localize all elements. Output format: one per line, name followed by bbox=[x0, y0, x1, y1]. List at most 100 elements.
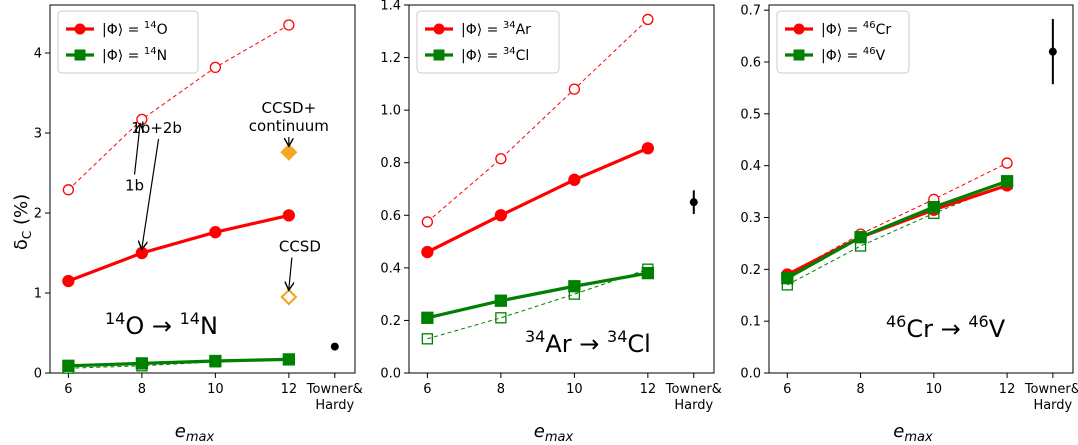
y-tick-label: 1 bbox=[34, 287, 42, 302]
legend-marker bbox=[433, 23, 445, 35]
x-tick-label: 8 bbox=[497, 382, 505, 397]
y-tick-label: 0.2 bbox=[740, 263, 761, 278]
x-axis-label-subscript: max bbox=[186, 430, 215, 445]
legend-label: |Φ⟩ = 34Ar bbox=[461, 20, 531, 38]
legend-element: Cl bbox=[516, 48, 530, 64]
series-line-3 bbox=[68, 357, 289, 368]
plot-frame bbox=[408, 4, 715, 374]
legend-element: N bbox=[157, 48, 167, 64]
reference-tick-label: Hardy bbox=[674, 398, 713, 413]
plot-frame bbox=[49, 4, 356, 374]
y-axis-label-unit: (%) bbox=[11, 194, 32, 231]
y-tick-label: 0.6 bbox=[380, 209, 401, 224]
reference-tick-label: Hardy bbox=[315, 398, 354, 413]
y-axis-label: δC (%) bbox=[11, 194, 34, 250]
series-line-1 bbox=[67, 213, 290, 283]
reaction-el2: V bbox=[989, 315, 1006, 343]
legend-box bbox=[416, 10, 560, 74]
series-point-3 bbox=[927, 200, 940, 214]
series-point-3 bbox=[282, 353, 296, 366]
legend: |Φ⟩ = 34Ar|Φ⟩ = 34Cl bbox=[416, 10, 560, 74]
legend-element: Ar bbox=[516, 22, 532, 38]
series-point-3 bbox=[568, 280, 581, 293]
legend-marker bbox=[74, 23, 86, 35]
y-tick-label: 0.0 bbox=[740, 367, 761, 382]
x-tick-label: 8 bbox=[138, 382, 146, 397]
series-point-1 bbox=[568, 173, 581, 186]
x-tick-label: 12 bbox=[640, 382, 657, 397]
legend-box bbox=[57, 10, 199, 74]
legend-marker bbox=[74, 49, 86, 61]
series-point-2 bbox=[283, 19, 295, 31]
x-tick-label: 10 bbox=[566, 382, 583, 397]
y-tick-label: 0 bbox=[34, 367, 42, 382]
x-tick-label: 6 bbox=[64, 382, 72, 397]
legend-marker bbox=[793, 49, 805, 61]
series-point-3 bbox=[135, 357, 149, 370]
y-axis-label-symbol: δ bbox=[11, 239, 32, 250]
legend: |Φ⟩ = 14O|Φ⟩ = 14N bbox=[57, 10, 199, 74]
y-tick-label: 1.0 bbox=[380, 104, 401, 119]
series-point-1 bbox=[421, 245, 434, 259]
legend-marker bbox=[793, 23, 805, 35]
series-line-2 bbox=[68, 24, 290, 191]
y-tick-label: 0.5 bbox=[740, 107, 761, 122]
legend-sup: 14 bbox=[144, 46, 157, 57]
series-line-2 bbox=[787, 162, 1008, 275]
plot-frame bbox=[768, 4, 1074, 374]
annotation-text: 1b bbox=[125, 177, 144, 195]
legend-element: Cr bbox=[876, 22, 892, 38]
x-axis-label-subscript: max bbox=[904, 430, 933, 445]
series-line-4 bbox=[427, 268, 649, 340]
series-point-1 bbox=[135, 246, 149, 260]
series-line-2 bbox=[427, 19, 649, 223]
series-point-3 bbox=[854, 231, 867, 244]
reference-point bbox=[330, 342, 339, 351]
reaction-arrow: → bbox=[933, 315, 968, 343]
series-point-4 bbox=[495, 312, 507, 324]
reaction-el1: Ar bbox=[545, 330, 571, 358]
reaction-sup1: 34 bbox=[525, 327, 545, 346]
x-axis-label-symbol: e bbox=[175, 421, 186, 442]
series-line-1 bbox=[426, 146, 649, 254]
series-point-3 bbox=[421, 311, 434, 324]
legend-sup: 34 bbox=[503, 46, 516, 57]
reaction-label: 14O → 14N bbox=[105, 309, 218, 340]
legend-sup: 46 bbox=[863, 20, 876, 31]
series-line-4 bbox=[787, 183, 1008, 286]
legend-prefix: |Φ⟩ = bbox=[821, 22, 863, 38]
reference-tick-label: Hardy bbox=[1033, 398, 1072, 413]
legend-label: |Φ⟩ = 46Cr bbox=[821, 20, 891, 38]
series-line-3 bbox=[427, 271, 649, 320]
legend-sup: 14 bbox=[144, 20, 157, 31]
series-point-3 bbox=[781, 271, 794, 285]
y-tick-label: 2 bbox=[34, 207, 42, 222]
series-point-1 bbox=[282, 209, 296, 222]
legend-box bbox=[776, 10, 910, 74]
reaction-sup1: 46 bbox=[886, 312, 906, 331]
y-tick-label: 1.4 bbox=[380, 0, 401, 14]
series-point-3 bbox=[1000, 175, 1014, 188]
y-tick-label: 0.2 bbox=[380, 314, 401, 329]
series-point-3 bbox=[494, 294, 508, 307]
series-point-2 bbox=[642, 13, 654, 26]
x-tick-label: 12 bbox=[999, 382, 1016, 397]
series-point-3 bbox=[209, 354, 222, 368]
panel-2: 0.0 0.2 0.4 0.6 0.8 1.0 1.2 1.4 6 8 10 12 Towner&Har… bbox=[380, 0, 722, 445]
reaction-sup2: 34 bbox=[607, 327, 627, 346]
legend-prefix: |Φ⟩ = bbox=[102, 48, 144, 64]
legend-prefix: |Φ⟩ = bbox=[821, 48, 863, 64]
series-point-2 bbox=[495, 153, 507, 165]
series-line-3 bbox=[786, 179, 1008, 280]
y-axis-label-subscript: C bbox=[20, 231, 34, 239]
x-tick-label: 12 bbox=[281, 382, 298, 397]
annotation-text: CCSD bbox=[279, 237, 321, 255]
x-axis-label: emax bbox=[534, 421, 574, 445]
series-point-2 bbox=[62, 184, 75, 196]
panel-3: 0.0 0.1 0.2 0.3 0.4 0.5 0.6 0.7 6 8 10 12 Towner&Har… bbox=[740, 4, 1078, 445]
legend-element: O bbox=[157, 22, 168, 38]
legend-marker bbox=[433, 49, 445, 61]
series-point-3 bbox=[62, 359, 75, 372]
series-point-2 bbox=[209, 61, 222, 74]
